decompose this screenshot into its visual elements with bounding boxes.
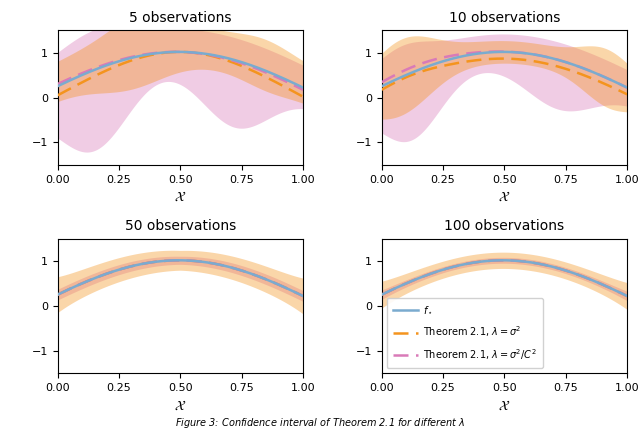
X-axis label: $\mathcal{X}$: $\mathcal{X}$: [499, 398, 511, 413]
Text: Figure 3: Confidence interval of Theorem 2.1 for different $\lambda$: Figure 3: Confidence interval of Theorem…: [175, 416, 465, 430]
X-axis label: $\mathcal{X}$: $\mathcal{X}$: [499, 190, 511, 204]
Legend: $f_\star$, Theorem 2.1, $\lambda = \sigma^2$, Theorem 2.1, $\lambda = \sigma^2/C: $f_\star$, Theorem 2.1, $\lambda = \sigm…: [387, 298, 543, 368]
Title: 5 observations: 5 observations: [129, 11, 232, 25]
Title: 50 observations: 50 observations: [125, 220, 236, 233]
X-axis label: $\mathcal{X}$: $\mathcal{X}$: [174, 398, 186, 413]
Title: 100 observations: 100 observations: [444, 220, 564, 233]
Title: 10 observations: 10 observations: [449, 11, 560, 25]
X-axis label: $\mathcal{X}$: $\mathcal{X}$: [174, 190, 186, 204]
